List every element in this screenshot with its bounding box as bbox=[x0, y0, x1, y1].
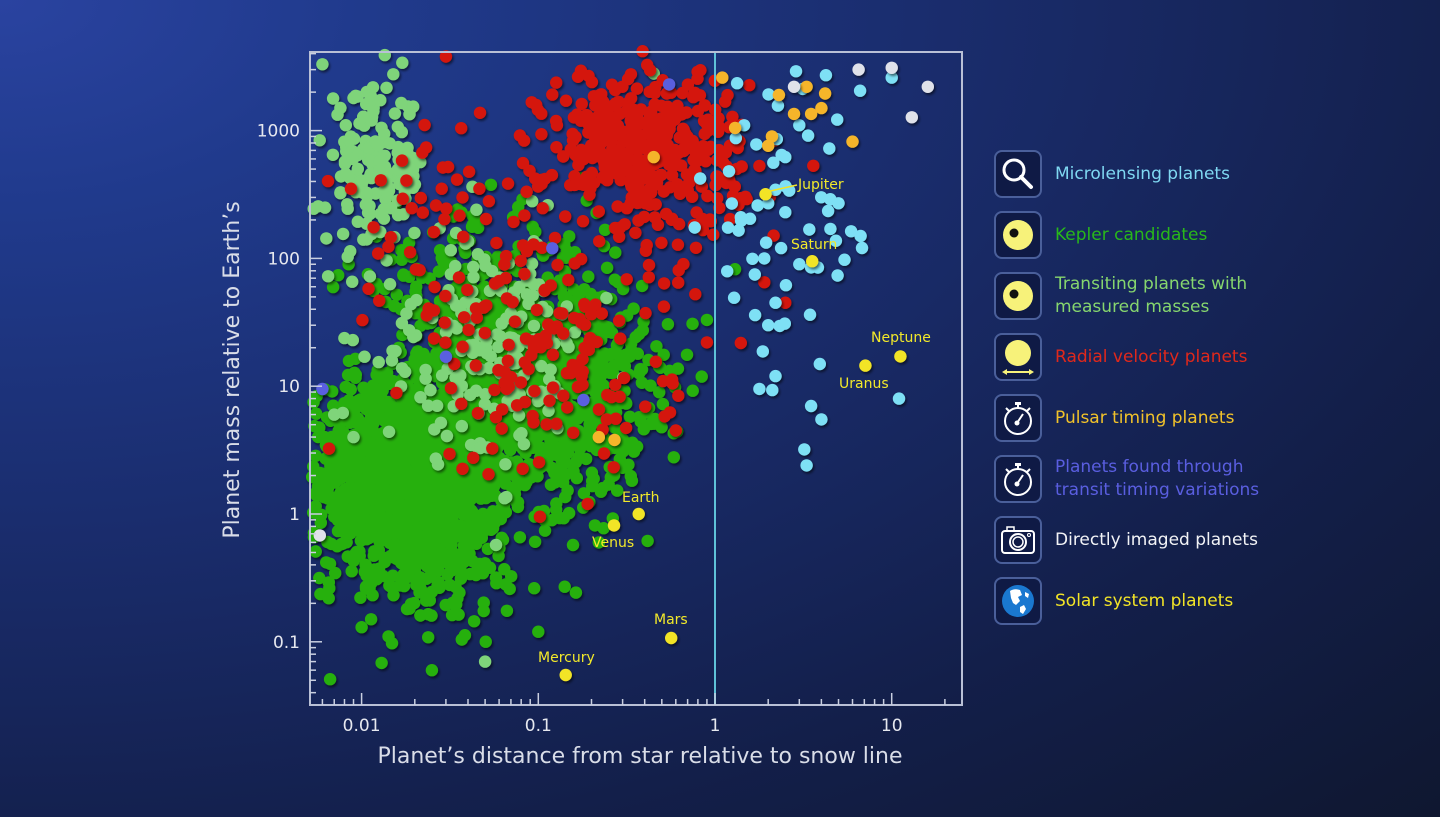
series-pulsar-timing-planets bbox=[592, 71, 859, 447]
x-tick-label: 10 bbox=[881, 716, 903, 736]
series-solar-system-planets bbox=[559, 188, 907, 682]
y-tick-label: 10 bbox=[278, 377, 300, 397]
planet-uranus bbox=[859, 359, 872, 372]
legend-item-kepler: Kepler candidates bbox=[994, 211, 1207, 259]
legend-item-solar-system: Solar system planets bbox=[994, 577, 1233, 625]
solar-system-labels: Mercury Venus Earth Mars Jupiter Saturn Uranus… bbox=[538, 177, 931, 666]
legend-label-line2: measured masses bbox=[1055, 297, 1210, 317]
jupiter-leader-line bbox=[765, 184, 798, 193]
legend-label: Directly imaged planets bbox=[1055, 529, 1258, 550]
legend-label: Radial velocity planets bbox=[1055, 346, 1248, 367]
x-tick-label: 0.01 bbox=[343, 716, 381, 736]
legend-label: Transiting planets with measured masses bbox=[1055, 273, 1247, 319]
label-mars: Mars bbox=[654, 612, 688, 628]
y-axis-title: Planet mass relative to Earth’s bbox=[220, 201, 245, 538]
globe-icon bbox=[994, 577, 1042, 625]
legend-label-line1: Planets found through bbox=[1055, 457, 1244, 477]
stopwatch-icon bbox=[994, 455, 1042, 503]
legend-label-line1: Transiting planets with bbox=[1055, 274, 1248, 294]
x-tick-label: 1 bbox=[710, 716, 721, 736]
series-planets-found-through-transit-timing-variations bbox=[316, 78, 676, 407]
axis-ticks bbox=[310, 52, 946, 705]
y-tick-label: 1 bbox=[289, 505, 300, 525]
axis-tick-labels: 0.01 0.1 1 10 0.1 1 10 100 1000 bbox=[257, 122, 903, 736]
legend-item-direct-imaging: Directly imaged planets bbox=[994, 516, 1258, 564]
label-venus: Venus bbox=[592, 535, 634, 551]
legend-item-ttv: Planets found through transit timing var… bbox=[994, 455, 1259, 503]
series-directly-imaged-planets bbox=[313, 61, 934, 542]
wobble-star-icon bbox=[994, 333, 1042, 381]
legend-item-pulsar: Pulsar timing planets bbox=[994, 394, 1234, 442]
x-tick-label: 0.1 bbox=[525, 716, 552, 736]
plot-frame bbox=[309, 51, 963, 706]
planet-earth bbox=[632, 507, 645, 521]
label-neptune: Neptune bbox=[871, 330, 931, 346]
label-uranus: Uranus bbox=[839, 376, 889, 392]
planet-jupiter bbox=[759, 188, 772, 201]
legend-label: Solar system planets bbox=[1055, 590, 1234, 611]
label-jupiter: Jupiter bbox=[797, 177, 844, 193]
transit-disk-icon bbox=[994, 272, 1042, 320]
legend-item-microlensing: Microlensing planets bbox=[994, 150, 1230, 198]
legend-item-radial-velocity: Radial velocity planets bbox=[994, 333, 1247, 381]
planet-mars bbox=[665, 631, 678, 645]
legend-label: Microlensing planets bbox=[1055, 163, 1230, 184]
legend-label: Planets found through transit timing var… bbox=[1055, 456, 1259, 502]
series-radial-velocity-planets bbox=[321, 45, 820, 523]
y-tick-label: 100 bbox=[268, 249, 300, 269]
camera-icon bbox=[994, 516, 1042, 564]
planet-neptune bbox=[894, 350, 907, 363]
transit-disk-icon bbox=[994, 211, 1042, 259]
legend-label: Pulsar timing planets bbox=[1055, 407, 1235, 428]
x-axis-title: Planet’s distance from star relative to … bbox=[377, 744, 902, 769]
legend-item-transiting: Transiting planets with measured masses bbox=[994, 272, 1247, 320]
magnifier-icon bbox=[994, 150, 1042, 198]
planet-mercury bbox=[559, 668, 572, 682]
planet-saturn bbox=[806, 255, 819, 268]
label-mercury: Mercury bbox=[538, 650, 595, 666]
label-earth: Earth bbox=[622, 490, 660, 506]
y-tick-label: 1000 bbox=[257, 122, 300, 142]
y-tick-label: 0.1 bbox=[273, 633, 300, 653]
planet-venus bbox=[607, 519, 621, 532]
legend-label: Kepler candidates bbox=[1055, 224, 1208, 245]
legend-label-line2: transit timing variations bbox=[1055, 480, 1260, 500]
stopwatch-icon bbox=[994, 394, 1042, 442]
label-saturn: Saturn bbox=[791, 237, 837, 253]
data-points bbox=[306, 45, 934, 686]
